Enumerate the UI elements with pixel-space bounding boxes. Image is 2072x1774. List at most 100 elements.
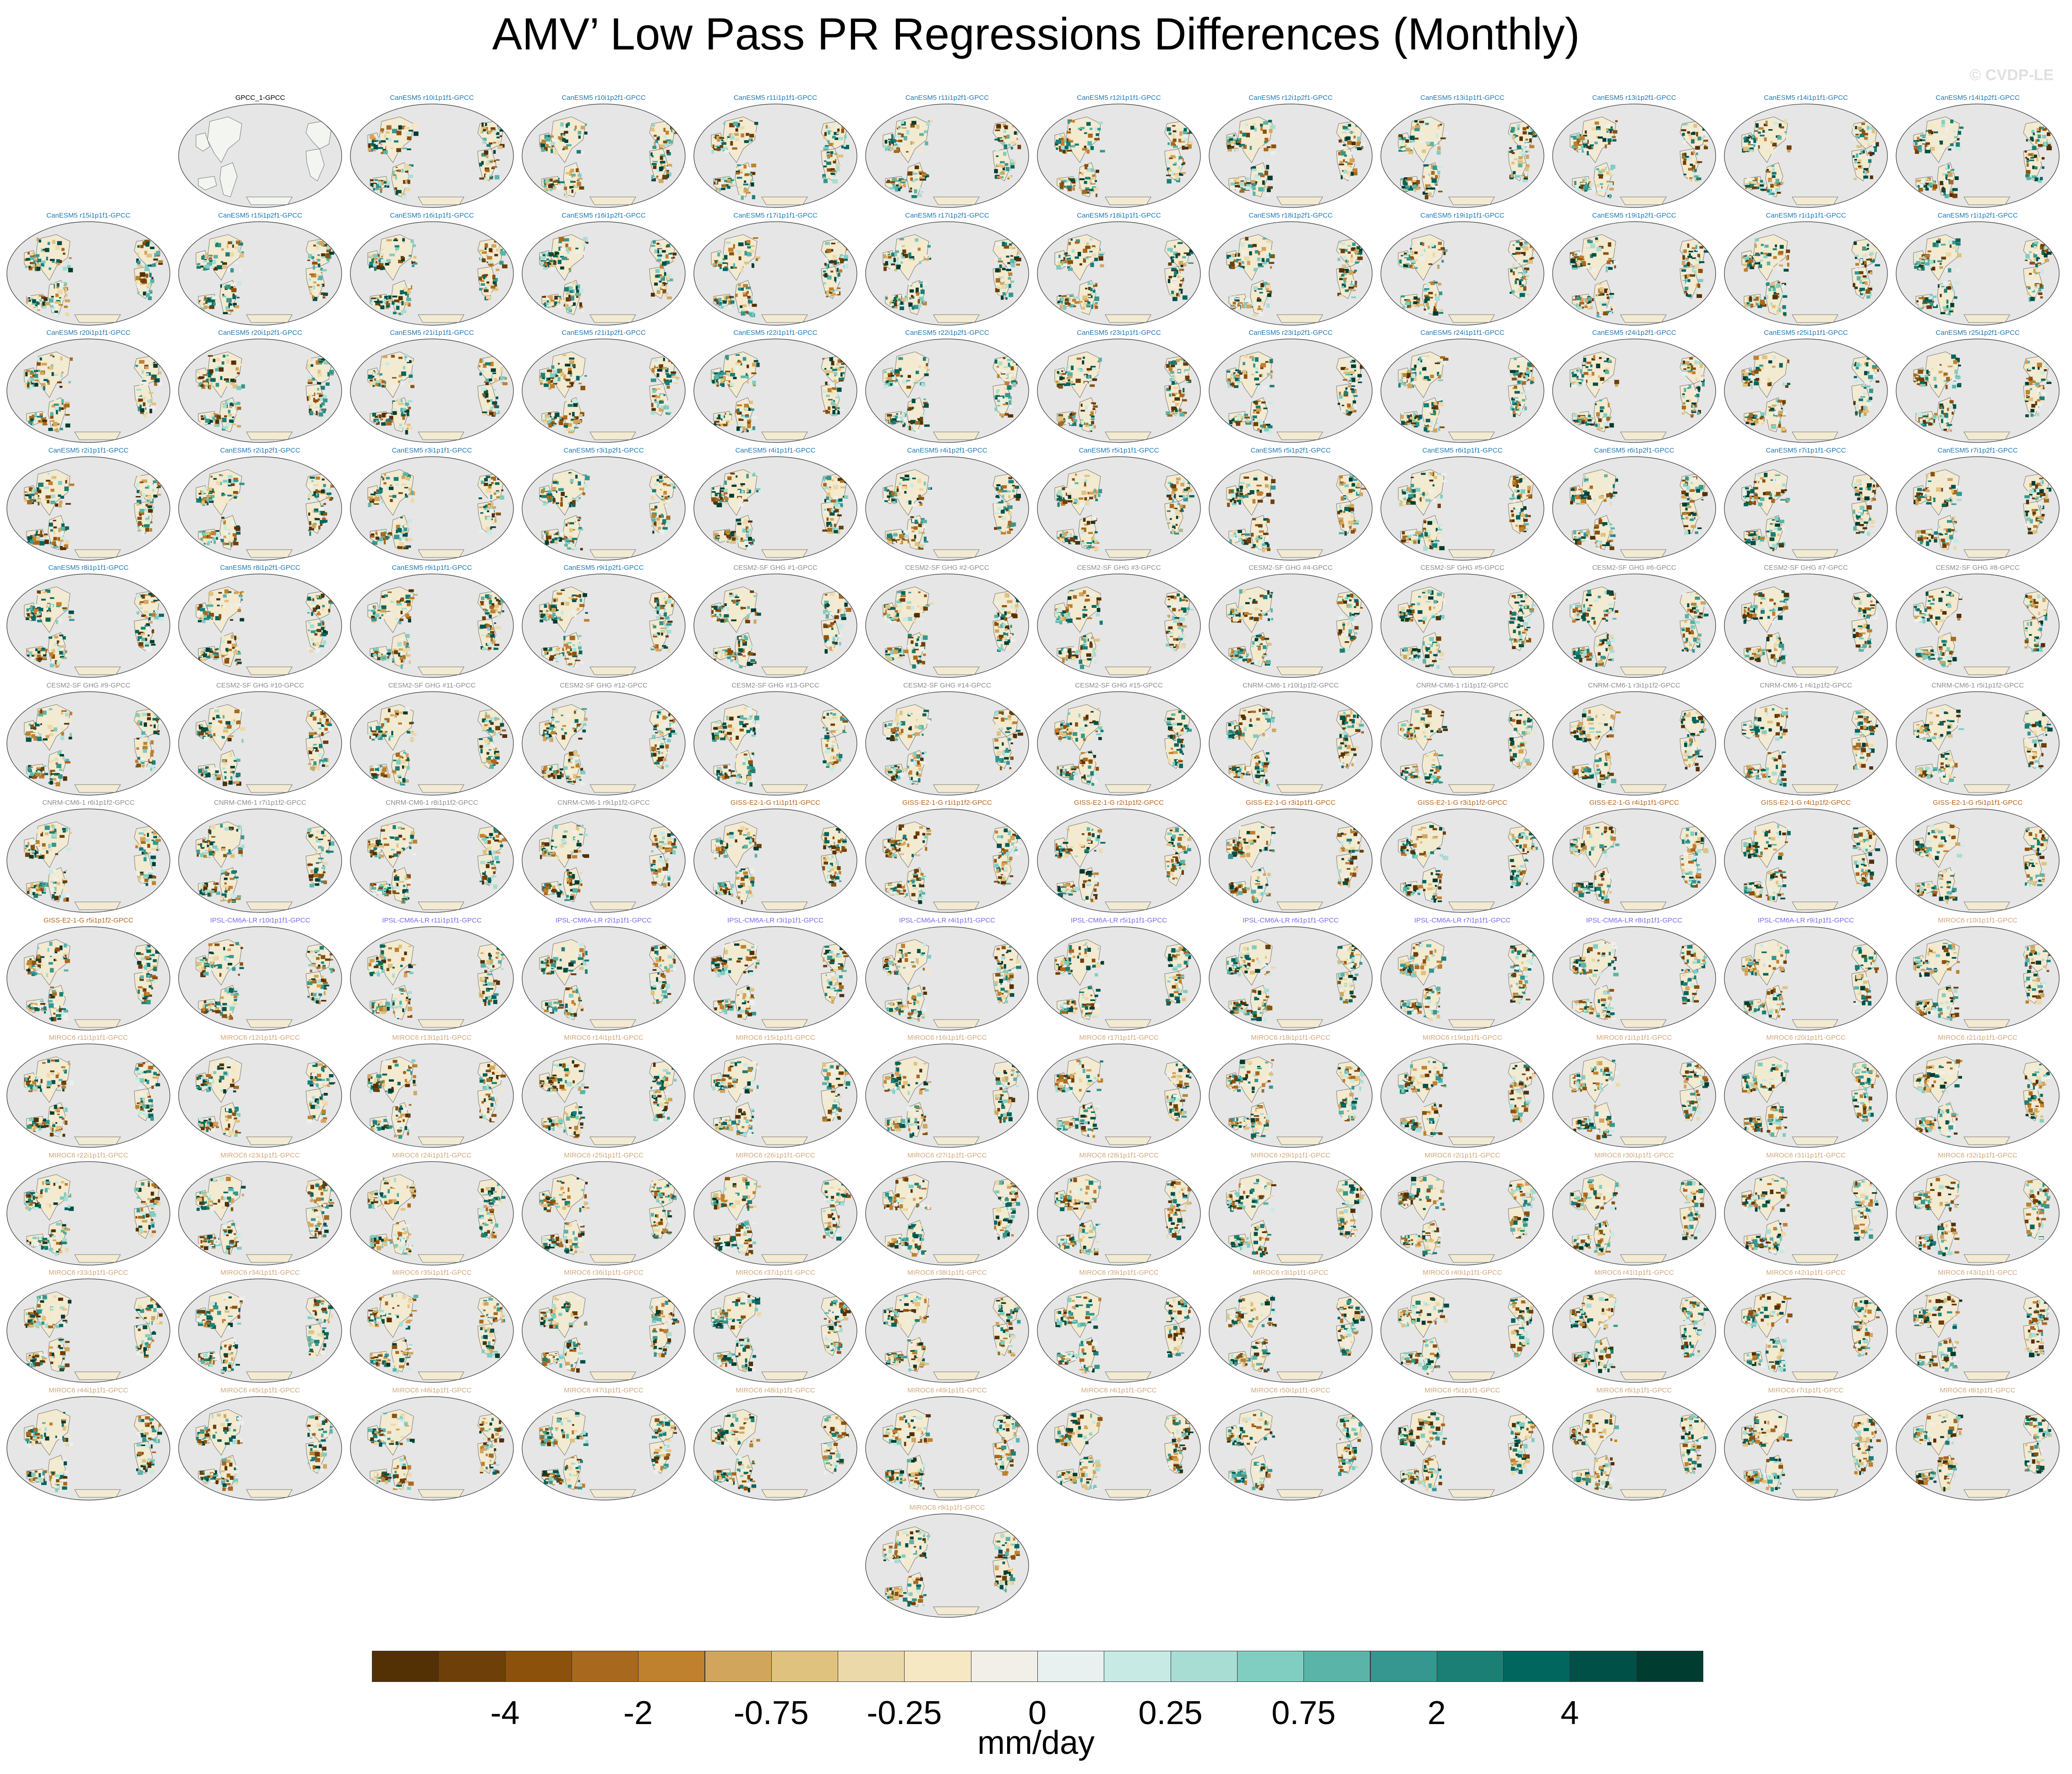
anomaly-cell (1682, 153, 1685, 157)
anomaly-cell (1424, 260, 1428, 265)
anomaly-cell (1861, 123, 1865, 125)
anomaly-cell (1167, 144, 1170, 147)
anomaly-cell (1089, 181, 1091, 183)
anomaly-cell (1006, 249, 1011, 253)
anomaly-cell (1860, 276, 1864, 280)
anomaly-cell (747, 299, 753, 304)
anomaly-cell (144, 273, 148, 278)
anomaly-cell (726, 295, 731, 299)
anomaly-cell (1685, 282, 1689, 286)
anomaly-cell (742, 304, 747, 307)
anomaly-cell (919, 133, 924, 136)
anomaly-cell (1857, 126, 1862, 131)
anomaly-cell (1514, 127, 1516, 132)
anomaly-cell (480, 387, 486, 391)
anomaly-cell (1945, 175, 1947, 179)
anomaly-cell (206, 416, 209, 420)
anomaly-cell (893, 257, 896, 262)
anomaly-cell (225, 252, 230, 257)
anomaly-cell (651, 155, 654, 158)
anomaly-cell (230, 240, 234, 245)
continent-shape (418, 431, 464, 440)
anomaly-cell (479, 365, 481, 367)
anomaly-cell (1610, 168, 1614, 170)
anomaly-cell (749, 173, 752, 175)
anomaly-cell (735, 119, 738, 122)
anomaly-cell (1926, 265, 1932, 268)
anomaly-cell (1072, 303, 1076, 306)
anomaly-cell (749, 138, 752, 142)
anomaly-cell (225, 300, 228, 303)
anomaly-cell (1764, 123, 1768, 126)
anomaly-cell (572, 185, 576, 188)
map-panel-label: CanESM5 r13i1p1f1-GPCC (1380, 94, 1545, 102)
anomaly-cell (1928, 241, 1933, 245)
anomaly-cell (1782, 305, 1786, 309)
anomaly-cell (735, 249, 740, 253)
anomaly-cell (909, 256, 915, 260)
anomaly-cell (1945, 167, 1949, 170)
anomaly-cell (655, 396, 660, 398)
anomaly-cell (1933, 131, 1938, 133)
anomaly-cell (1925, 142, 1930, 145)
anomaly-cell (322, 409, 326, 412)
anomaly-cell (140, 283, 145, 285)
anomaly-cell (32, 421, 34, 426)
anomaly-cell (1406, 260, 1412, 265)
anomaly-cell (1614, 246, 1617, 248)
anomaly-cell (1519, 151, 1525, 154)
anomaly-cell (1959, 126, 1964, 129)
anomaly-cell (317, 398, 320, 401)
anomaly-cell (736, 177, 742, 179)
anomaly-cell (1417, 240, 1420, 244)
anomaly-cell (563, 415, 567, 420)
anomaly-cell (1075, 179, 1077, 182)
anomaly-cell (312, 265, 315, 270)
anomaly-cell (1356, 246, 1360, 249)
anomaly-cell (485, 362, 491, 366)
anomaly-cell (381, 253, 384, 257)
map-panel: GPCC_1-GPCC (178, 94, 343, 208)
anomaly-cell (727, 136, 731, 138)
anomaly-cell (397, 424, 399, 426)
anomaly-cell (1943, 241, 1948, 244)
anomaly-cell (1750, 266, 1754, 269)
anomaly-cell (567, 289, 569, 293)
anomaly-cell (1682, 157, 1685, 159)
anomaly-cell (227, 400, 230, 404)
anomaly-cell (1404, 177, 1409, 180)
anomaly-cell (904, 136, 907, 141)
anomaly-cell (54, 404, 59, 406)
anomaly-cell (542, 377, 547, 379)
anomaly-cell (1088, 291, 1091, 294)
anomaly-cell (2028, 172, 2030, 177)
anomaly-cell (1437, 171, 1440, 174)
anomaly-cell (715, 187, 718, 191)
anomaly-cell (1350, 283, 1355, 285)
anomaly-cell (581, 151, 584, 155)
anomaly-cell (568, 129, 574, 131)
anomaly-cell (496, 132, 500, 135)
anomaly-cell (389, 253, 395, 256)
anomaly-cell (140, 408, 145, 413)
anomaly-cell (1768, 167, 1772, 171)
anomaly-cell (552, 422, 556, 425)
anomaly-cell (1063, 263, 1068, 266)
anomaly-cell (1179, 273, 1183, 276)
anomaly-cell (30, 303, 33, 306)
anomaly-cell (1075, 296, 1080, 299)
anomaly-cell (412, 258, 417, 262)
anomaly-cell (671, 372, 676, 376)
anomaly-cell (1867, 243, 1869, 246)
anomaly-cell (149, 409, 153, 414)
anomaly-cell (890, 265, 896, 269)
anomaly-cell (1779, 264, 1783, 267)
anomaly-cell (1185, 251, 1188, 253)
anomaly-cell (405, 430, 408, 435)
anomaly-cell (1402, 180, 1407, 185)
anomaly-cell (1955, 238, 1961, 242)
anomaly-cell (47, 380, 49, 383)
anomaly-cell (826, 248, 831, 253)
anomaly-cell (2038, 144, 2043, 147)
anomaly-cell (403, 184, 408, 187)
